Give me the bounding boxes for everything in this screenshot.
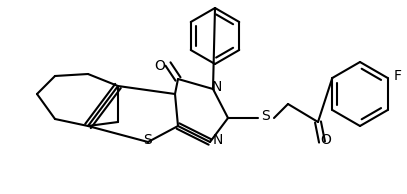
Text: O: O [321, 133, 331, 147]
Text: O: O [155, 59, 165, 73]
Text: N: N [213, 133, 223, 147]
Text: F: F [394, 69, 402, 83]
Text: N: N [212, 80, 222, 94]
Text: S: S [144, 133, 152, 147]
Text: S: S [262, 109, 270, 123]
